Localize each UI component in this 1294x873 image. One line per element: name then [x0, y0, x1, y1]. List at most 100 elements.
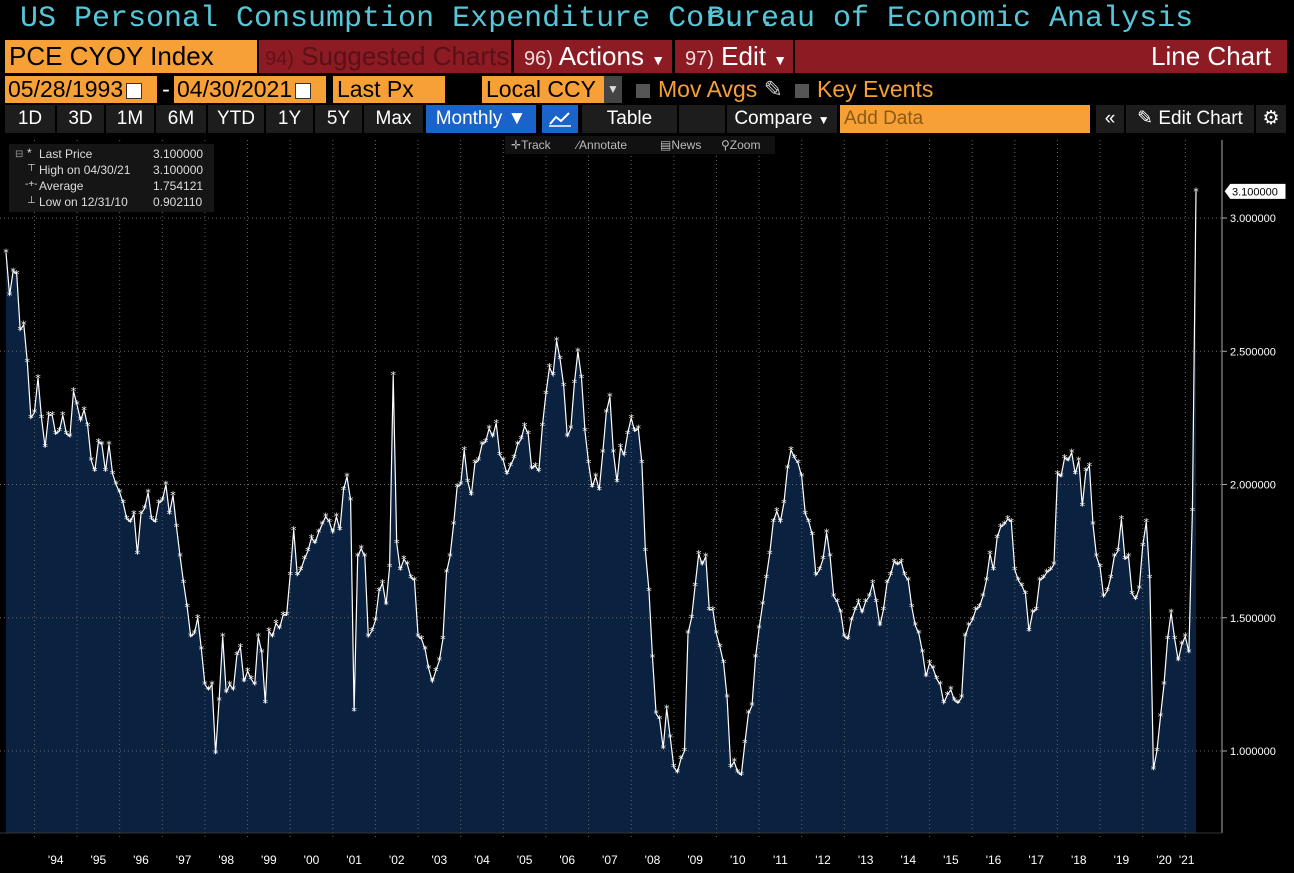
period-6m-button[interactable]: 6M — [156, 105, 206, 133]
data-point: * — [838, 606, 844, 619]
data-point: * — [113, 479, 119, 492]
data-point: * — [664, 702, 670, 715]
data-point: * — [120, 497, 126, 510]
blank-button[interactable] — [679, 105, 725, 133]
data-point: * — [763, 572, 769, 585]
y-tick-label: 1.000000 — [1230, 746, 1276, 758]
data-point: * — [881, 604, 887, 617]
compare-menu[interactable]: Compare ▼ — [727, 105, 837, 133]
price-field-text: Last Px — [337, 76, 414, 102]
frequency-select[interactable]: Monthly ▼ — [426, 105, 536, 133]
data-point: * — [589, 481, 595, 494]
data-point: * — [586, 457, 592, 470]
end-date-field[interactable]: 04/30/2021 — [174, 76, 326, 103]
period-1m-button[interactable]: 1M — [106, 105, 154, 133]
data-point: * — [302, 553, 308, 566]
data-point: * — [902, 569, 908, 582]
checkbox-icon[interactable] — [636, 83, 650, 98]
track-tool[interactable]: ✛ Track — [511, 138, 551, 152]
last-price-icon: * — [27, 146, 32, 160]
data-point: * — [678, 753, 684, 766]
suggested-charts-button[interactable]: 94) Suggested Charts — [259, 40, 511, 73]
x-tick-label: '17 — [1028, 853, 1044, 867]
data-point: * — [408, 572, 414, 585]
legend-low-label: Low on 12/31/10 — [39, 195, 128, 209]
data-point: * — [636, 423, 642, 436]
data-point: * — [476, 455, 482, 468]
period-1y-button[interactable]: 1Y — [266, 105, 313, 133]
chevron-down-icon[interactable]: ▼ — [604, 76, 622, 103]
edit-chart-button[interactable]: ✎ Edit Chart — [1126, 105, 1254, 133]
data-point: * — [1055, 468, 1061, 481]
edit-label: Edit — [721, 41, 766, 71]
data-point: * — [870, 577, 876, 590]
period-max-button[interactable]: Max — [364, 105, 423, 133]
data-point: * — [287, 569, 293, 582]
data-point: * — [451, 519, 457, 532]
period-ytd-button[interactable]: YTD — [208, 105, 264, 133]
data-point: * — [739, 769, 745, 782]
data-point: * — [440, 633, 446, 646]
table-button[interactable]: Table — [582, 105, 677, 133]
data-point: * — [369, 625, 375, 638]
line-chart-icon[interactable] — [542, 105, 578, 133]
data-point: * — [930, 662, 936, 675]
data-point: * — [163, 479, 169, 492]
data-point: * — [1097, 561, 1103, 574]
checkbox-icon[interactable] — [795, 83, 809, 98]
key-events-toggle[interactable]: Key Events — [795, 76, 933, 103]
mov-avgs-toggle[interactable]: Mov Avgs ✎ — [636, 76, 783, 103]
gear-icon[interactable]: ⚙ — [1256, 105, 1286, 133]
data-point: * — [89, 455, 95, 468]
collapse-legend-icon[interactable]: ⊟ — [15, 149, 24, 160]
data-point: * — [735, 766, 741, 779]
start-date-field[interactable]: 05/28/1993 — [5, 76, 157, 103]
calendar-icon[interactable] — [295, 82, 312, 99]
actions-menu[interactable]: 96) Actions ▼ — [514, 40, 672, 73]
data-point: * — [888, 569, 894, 582]
data-point: * — [504, 468, 510, 481]
legend-last-label: Last Price — [39, 147, 93, 161]
data-point: * — [1126, 551, 1132, 564]
pencil-icon[interactable]: ✎ — [763, 76, 783, 102]
period-3d-button[interactable]: 3D — [57, 105, 104, 133]
actions-num: 96) — [524, 48, 553, 70]
data-point: * — [373, 614, 379, 627]
data-point: * — [827, 551, 833, 564]
news-tool[interactable]: ▤ News — [660, 138, 702, 152]
x-tick-label: '05 — [517, 853, 533, 867]
data-point: * — [209, 678, 215, 691]
data-point: * — [685, 628, 691, 641]
y-tick-label: 1.500000 — [1230, 613, 1276, 625]
edit-menu[interactable]: 97) Edit ▼ — [675, 40, 793, 73]
calendar-icon[interactable] — [126, 82, 143, 99]
data-point: * — [135, 548, 141, 561]
add-data-input[interactable]: Add Data — [840, 105, 1090, 133]
data-point: * — [465, 476, 471, 489]
price-field-select[interactable]: Last Px — [333, 76, 445, 103]
data-point: * — [99, 439, 105, 452]
data-point: * — [831, 590, 837, 603]
data-point: * — [366, 630, 372, 643]
collapse-icon[interactable]: « — [1096, 105, 1124, 133]
mov-avgs-label: Mov Avgs — [658, 76, 758, 102]
data-point: * — [518, 433, 524, 446]
currency-select[interactable]: Local CCY ▼ — [482, 76, 622, 103]
data-point: * — [78, 415, 84, 428]
zoom-tool[interactable]: ⚲ Zoom — [721, 138, 761, 152]
period-5y-button[interactable]: 5Y — [315, 105, 362, 133]
data-point: * — [977, 601, 983, 614]
data-point: * — [863, 596, 869, 609]
data-point: * — [444, 566, 450, 579]
ticker-field[interactable]: PCE CYOY Index — [5, 40, 257, 73]
data-point: * — [554, 335, 560, 348]
data-point: * — [721, 657, 727, 670]
annotate-tool[interactable]: ∕ Annotate — [577, 138, 628, 152]
data-point: * — [60, 409, 66, 422]
period-1d-button[interactable]: 1D — [5, 105, 55, 133]
data-point: * — [1076, 455, 1082, 468]
data-point: * — [419, 633, 425, 646]
last-value-label: 3.100000 — [1232, 186, 1278, 198]
data-point: * — [472, 457, 478, 470]
